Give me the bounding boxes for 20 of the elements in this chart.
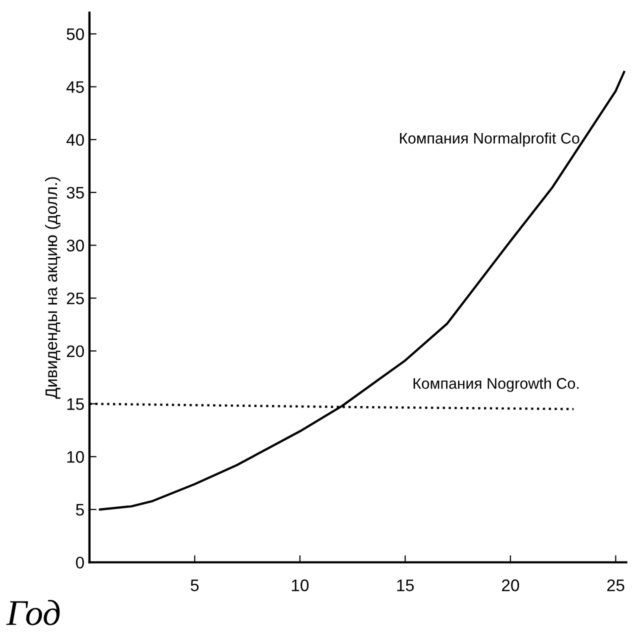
y-tick-label: 40 xyxy=(66,134,84,146)
series-label: Компания Nogrowth Co. xyxy=(414,378,579,392)
x-tick-label: 20 xyxy=(502,579,520,592)
x-tick-label: 10 xyxy=(292,579,309,592)
x-axis-title: Год xyxy=(6,600,60,626)
x-tick-label: 15 xyxy=(397,580,414,592)
x-tick-label: 25 xyxy=(607,579,624,592)
y-tick-label: 50 xyxy=(66,28,84,40)
y-tick-label: 10 xyxy=(67,451,84,463)
y-tick-label: 25 xyxy=(66,292,84,304)
y-tick-label: 35 xyxy=(66,186,84,199)
x-tick-label: 5 xyxy=(190,580,199,592)
y-tick-label: 45 xyxy=(66,81,84,93)
y-tick-label: 0 xyxy=(76,556,84,569)
y-tick-label: 20 xyxy=(66,345,84,358)
series-label: Компания Normalprofit Co xyxy=(400,132,580,147)
y-tick-label: 15 xyxy=(67,398,84,410)
y-axis-title: Дивиденды на акцию (долл.) xyxy=(44,177,60,399)
y-tick-label: 30 xyxy=(66,240,84,252)
y-tick-label: 5 xyxy=(76,504,84,516)
